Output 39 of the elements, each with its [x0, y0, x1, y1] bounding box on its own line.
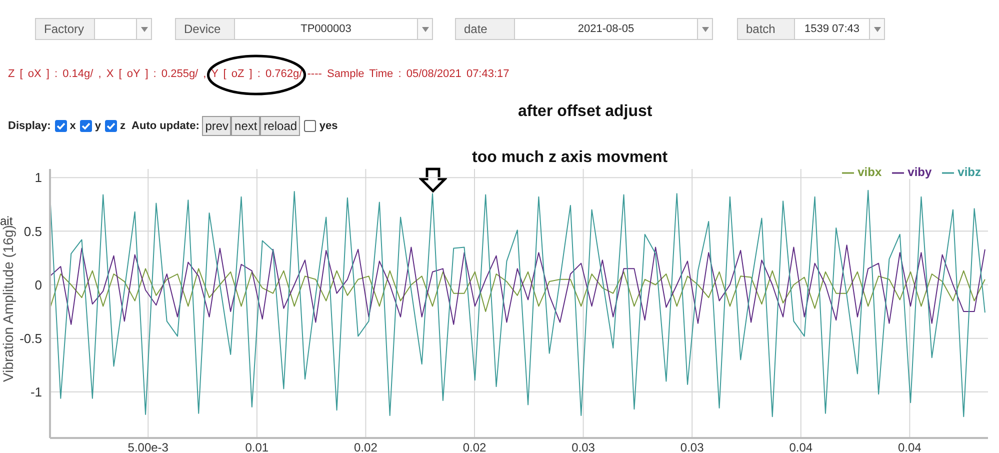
y-tick-label: -1 [30, 384, 42, 400]
x-tick-label: 0.04 [898, 440, 922, 453]
y-tick-label: -0.5 [20, 330, 42, 346]
text: x [70, 120, 76, 132]
text: Auto update: [132, 120, 200, 132]
y-tick-label: 0.5 [24, 224, 42, 239]
legend-label: vibx [858, 165, 882, 179]
text: batch [737, 18, 795, 40]
text: next [231, 116, 260, 136]
text: y [94, 120, 102, 132]
x-tick-label: 0.03 [680, 440, 704, 453]
text: reload [260, 116, 300, 136]
text: 2021-08-05 [515, 18, 698, 40]
text: Display: [8, 120, 51, 132]
text: too much z axis movment [472, 149, 668, 167]
text: z [120, 120, 126, 132]
text: after offset adjust [518, 103, 652, 121]
x-tick-label: 0.04 [789, 440, 813, 453]
text: Device [175, 18, 235, 40]
text: date [455, 18, 515, 40]
x-tick-label: 0.03 [572, 440, 596, 453]
y-axis-title: Vibration Amplitude (16g) [0, 225, 16, 382]
legend-label: vibz [958, 165, 981, 179]
text: Z [ oX ] : 0.14g/ , X [ oY ] : 0.255g/ , Y [ oZ ] : 0.762g/ ---- Sample Time : 05/08/2021 07:43:17 [8, 68, 510, 80]
line-series [50, 268, 986, 312]
text: yes [319, 120, 338, 132]
text: Factory [35, 18, 95, 40]
y-tick-label: 1 [34, 170, 42, 186]
x-tick-label: 0.02 [462, 440, 487, 453]
legend-label: viby [908, 165, 932, 179]
text: prev [202, 116, 232, 136]
line-series [50, 244, 986, 325]
x-tick-label: 0.01 [245, 440, 269, 453]
y-tick-label: 0 [34, 277, 42, 292]
x-tick-label: 0.02 [354, 440, 378, 453]
x-tick-label: 5.00e-3 [128, 440, 169, 453]
line-series [50, 190, 986, 418]
text: TP000003 [235, 18, 418, 40]
text: 1539 07:43 [795, 18, 870, 40]
